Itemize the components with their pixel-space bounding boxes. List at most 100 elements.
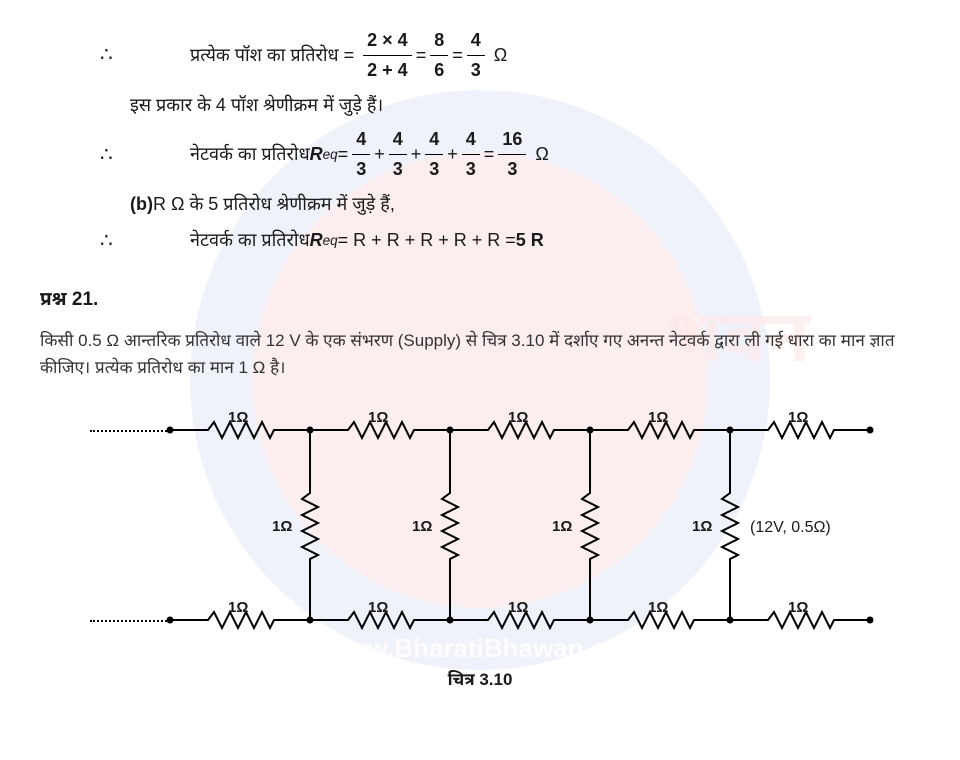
n: 4 xyxy=(425,125,443,155)
resistor-v xyxy=(300,485,320,565)
resistor-label: 1Ω xyxy=(648,596,668,620)
wire-bot xyxy=(700,619,730,621)
part-b-label: (b) xyxy=(130,190,153,219)
resistor-label: 1Ω xyxy=(228,596,248,620)
frac-43-b: 43 xyxy=(389,125,407,184)
circuit-node xyxy=(447,616,454,623)
frac1-num: 2 × 4 xyxy=(363,26,412,56)
n: 4 xyxy=(389,125,407,155)
plus-2: + xyxy=(411,140,422,169)
resistor-label: 1Ω xyxy=(272,515,292,539)
n: 16 xyxy=(498,125,526,155)
circuit-node xyxy=(447,426,454,433)
fraction-1: 2 × 4 2 + 4 xyxy=(363,26,412,85)
circuit-node xyxy=(167,616,174,623)
circuit-node xyxy=(307,616,314,623)
line5-text: नेटवर्क का प्रतिरोध xyxy=(190,226,310,255)
circuit-node xyxy=(867,616,874,623)
frac-43-a: 43 xyxy=(352,125,370,184)
wire-bot xyxy=(560,619,590,621)
line1-text: प्रत्येक पॉश का प्रतिरोध = xyxy=(190,41,354,70)
resistor-label: 1Ω xyxy=(368,596,388,620)
equals-2: = xyxy=(452,41,463,70)
solution-line-5: ∴ नेटवर्क का प्रतिरोध Req = R + R + R + … xyxy=(100,225,920,257)
d: 3 xyxy=(389,155,407,184)
circuit-node xyxy=(727,616,734,623)
frac3-den: 3 xyxy=(467,56,485,85)
req-sub-2: eq xyxy=(323,230,338,252)
n: 4 xyxy=(352,125,370,155)
line2-text: इस प्रकार के 4 पॉश श्रेणीक्रम में जुड़े … xyxy=(130,91,383,120)
therefore-symbol-2: ∴ xyxy=(100,139,130,171)
resistor-label: 1Ω xyxy=(228,406,248,430)
page-content: ∴ प्रत्येक पॉश का प्रतिरोध = 2 × 4 2 + 4… xyxy=(40,26,920,693)
frac-43-d: 43 xyxy=(462,125,480,184)
resistor-label: 1Ω xyxy=(788,406,808,430)
resistor-label: 1Ω xyxy=(508,406,528,430)
circuit-node xyxy=(587,616,594,623)
wire-bot xyxy=(730,619,760,621)
d: 3 xyxy=(503,155,521,184)
resistor-label: 1Ω xyxy=(692,515,712,539)
resistor-label: 1Ω xyxy=(508,596,528,620)
figure-caption: चित्र 3.10 xyxy=(40,666,920,693)
fraction-3: 4 3 xyxy=(467,26,485,85)
plus-3: + xyxy=(447,140,458,169)
solution-line-4: (b) R Ω के 5 प्रतिरोध श्रेणीक्रम में जुड… xyxy=(130,190,920,219)
wire-vert xyxy=(589,430,591,485)
therefore-symbol: ∴ xyxy=(100,39,130,71)
req-symbol-2: R xyxy=(310,226,323,255)
wire-bot xyxy=(310,619,340,621)
wire-vert xyxy=(449,565,451,620)
frac3-num: 4 xyxy=(467,26,485,56)
wire-top xyxy=(420,429,450,431)
wire-top xyxy=(170,429,200,431)
wire-top xyxy=(280,429,310,431)
resistor-v xyxy=(440,485,460,565)
wire-vert xyxy=(589,565,591,620)
wire-vert xyxy=(729,565,731,620)
resistor-v xyxy=(720,485,740,565)
wire-dotted-bot xyxy=(90,620,170,622)
wire-top xyxy=(560,429,590,431)
equals-1: = xyxy=(416,41,427,70)
wire-top xyxy=(730,429,760,431)
frac2-den: 6 xyxy=(430,56,448,85)
frac-163: 163 xyxy=(498,125,526,184)
circuit-node xyxy=(867,426,874,433)
line5-rhs: = R + R + R + R + R = xyxy=(338,226,516,255)
wire-vert xyxy=(449,430,451,485)
equals-3: = xyxy=(484,140,495,169)
wire-vert xyxy=(729,430,731,485)
therefore-symbol-3: ∴ xyxy=(100,225,130,257)
frac1-den: 2 + 4 xyxy=(363,56,412,85)
question-heading: प्रश्न 21. xyxy=(40,285,920,315)
resistor-label: 1Ω xyxy=(788,596,808,620)
wire-top xyxy=(700,429,730,431)
wire-bot xyxy=(590,619,620,621)
line3-eq: = xyxy=(338,140,349,169)
frac2-num: 8 xyxy=(430,26,448,56)
d: 3 xyxy=(462,155,480,184)
resistor-label: 1Ω xyxy=(648,406,668,430)
circuit-node xyxy=(307,426,314,433)
d: 3 xyxy=(425,155,443,184)
solution-line-1: ∴ प्रत्येक पॉश का प्रतिरोध = 2 × 4 2 + 4… xyxy=(100,26,920,85)
wire-bot xyxy=(840,619,870,621)
source-label: (12V, 0.5Ω) xyxy=(750,515,831,541)
circuit-diagram: 1Ω1Ω1Ω1Ω1Ω1Ω1Ω1Ω1Ω1Ω1Ω1Ω1Ω1Ω(12V, 0.5Ω) xyxy=(70,400,890,660)
wire-top xyxy=(590,429,620,431)
resistor-label: 1Ω xyxy=(368,406,388,430)
wire-dotted-top xyxy=(90,430,170,432)
req-symbol: R xyxy=(310,140,323,169)
wire-vert xyxy=(309,565,311,620)
resistor-v xyxy=(580,485,600,565)
resistor-label: 1Ω xyxy=(552,515,572,539)
plus-1: + xyxy=(374,140,385,169)
wire-top xyxy=(840,429,870,431)
circuit-node xyxy=(167,426,174,433)
wire-bot xyxy=(450,619,480,621)
wire-bot xyxy=(170,619,200,621)
unit-2: Ω xyxy=(535,140,548,169)
line4-text: R Ω के 5 प्रतिरोध श्रेणीक्रम में जुड़े ह… xyxy=(153,190,395,219)
